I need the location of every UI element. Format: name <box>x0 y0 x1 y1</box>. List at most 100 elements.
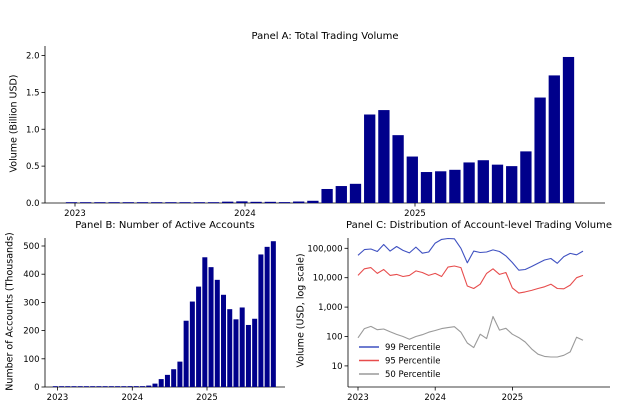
y-tick-label: 500 <box>23 242 39 252</box>
panel-c-axes: 2023 2024 2025 10 100 1,000 10,000 100,000 <box>307 238 610 403</box>
y-tick-label: 100 <box>23 355 39 365</box>
panel-b-axes: 2023 2024 2025 0 100 200 300 400 500 <box>23 238 285 403</box>
bar <box>321 188 333 203</box>
bar <box>562 56 575 203</box>
bar <box>80 202 92 203</box>
panel-c-lines <box>357 237 584 358</box>
legend-label: 99 Percentile <box>385 343 440 353</box>
y-tick-label: 300 <box>23 298 39 308</box>
panel-a-title: Panel A: Total Trading Volume <box>251 31 399 42</box>
bar <box>214 279 220 387</box>
x-tick-label: 2025 <box>404 209 426 219</box>
y-tick-label: 0.5 <box>26 162 40 172</box>
bar <box>534 97 546 203</box>
bar <box>207 202 220 203</box>
bar <box>520 151 532 204</box>
bar <box>233 319 239 387</box>
panel-a-bars <box>65 56 575 204</box>
bar <box>250 201 262 203</box>
bar <box>151 202 163 203</box>
x-tick-label: 2025 <box>502 393 524 403</box>
bar <box>252 318 258 387</box>
x-tick-label: 2023 <box>347 393 369 403</box>
y-tick-label: 1.5 <box>26 88 40 98</box>
y-tick-label: 2.0 <box>26 52 40 62</box>
bar <box>152 383 158 387</box>
bar <box>59 386 65 387</box>
bar <box>392 135 404 203</box>
bar <box>378 110 390 203</box>
bar <box>158 379 164 387</box>
bar <box>202 257 208 387</box>
y-tick-label: 100 <box>326 333 342 343</box>
bar <box>121 386 127 387</box>
x-tick-label: 2024 <box>424 393 446 403</box>
bar <box>136 202 149 203</box>
bar <box>196 286 202 387</box>
legend-label: 95 Percentile <box>385 357 440 367</box>
bar <box>264 201 276 203</box>
bar <box>77 386 83 387</box>
legend-label: 50 Percentile <box>385 370 440 380</box>
bar <box>477 160 489 203</box>
bar <box>335 186 347 203</box>
x-tick-label: 2024 <box>234 209 256 219</box>
y-tick-label: 200 <box>23 327 39 337</box>
bar <box>165 202 177 203</box>
bar <box>364 114 376 203</box>
bar <box>293 201 305 204</box>
bar <box>278 202 291 204</box>
panel-c-ylabel: Volume (USD, log scale) <box>295 253 307 368</box>
y-tick-label: 10,000 <box>313 274 343 284</box>
bar <box>189 301 195 387</box>
bar <box>127 386 133 387</box>
bar <box>90 386 96 387</box>
bar <box>258 254 264 387</box>
bar <box>164 374 170 387</box>
bar <box>193 202 205 203</box>
bar <box>71 386 77 387</box>
bar <box>236 201 248 203</box>
bar <box>208 267 214 387</box>
bar <box>222 201 234 203</box>
series-line <box>357 237 584 271</box>
bar <box>239 307 245 387</box>
y-tick-label: 100,000 <box>307 244 342 254</box>
legend: 99 Percentile 95 Percentile 50 Percentile <box>359 343 440 380</box>
bar <box>115 386 121 387</box>
bar <box>146 385 152 387</box>
y-tick-label: 400 <box>23 270 39 280</box>
y-tick-label: 10 <box>332 362 343 372</box>
y-tick-label: 0 <box>34 383 39 393</box>
panel-a-ylabel: Volume (Billion USD) <box>8 74 20 173</box>
bar <box>435 171 447 203</box>
bar <box>221 294 227 387</box>
bar <box>65 202 78 203</box>
bar <box>463 162 475 203</box>
bar <box>83 386 89 387</box>
bar <box>122 202 134 203</box>
series-line <box>357 265 584 294</box>
bar <box>245 324 251 387</box>
bar <box>449 169 461 203</box>
bar <box>102 386 108 387</box>
bar <box>420 172 433 203</box>
bar <box>52 386 58 387</box>
bar <box>349 183 362 203</box>
panel-b-bars <box>52 241 276 387</box>
panel-b-ylabel: Number of Accounts (Thousands) <box>4 232 16 391</box>
bar <box>183 320 189 387</box>
bar <box>264 246 270 387</box>
bar <box>307 200 319 203</box>
series-line <box>357 315 584 358</box>
panel-b-title: Panel B: Number of Active Accounts <box>75 220 255 231</box>
y-tick-label: 0.0 <box>26 199 40 209</box>
bar <box>171 369 177 387</box>
bar <box>506 166 518 204</box>
bar <box>65 386 71 387</box>
bar <box>177 361 183 387</box>
panel-c-title: Panel C: Distribution of Account-level T… <box>345 220 613 231</box>
y-tick-label: 1,000 <box>318 303 342 313</box>
